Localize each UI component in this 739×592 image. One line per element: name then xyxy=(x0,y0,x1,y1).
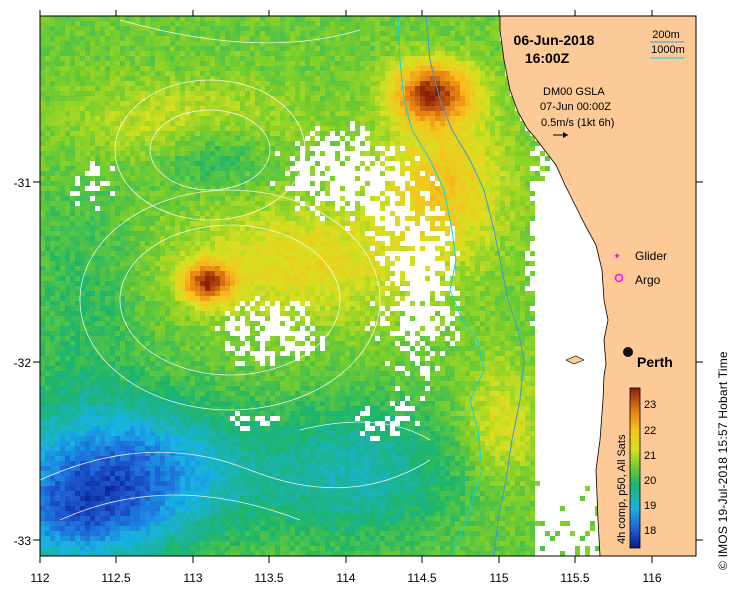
colorbar-tick-22: 22 xyxy=(644,425,656,437)
gsla-date: 07-Jun 00:00Z xyxy=(540,101,611,113)
x-tick-112: 112 xyxy=(30,571,49,585)
gsla-scale: 0.5m/s (1kt 6h) xyxy=(541,117,614,129)
credit-text: © IMOS 19-Jul-2018 15:57 Hobart Time xyxy=(716,351,730,570)
y-tick-minus33: -33 xyxy=(14,534,32,548)
plot-frame xyxy=(39,15,697,557)
x-tick-114: 114 xyxy=(336,571,355,585)
x-tick-labels: 112 112.5 113 113.5 114 114.5 115 115.5 … xyxy=(30,571,661,585)
x-tick-115: 115 xyxy=(489,571,508,585)
colorbar-tick-23: 23 xyxy=(644,399,656,411)
contour-200m xyxy=(425,16,525,556)
colorbar-tick-19: 19 xyxy=(644,500,656,512)
depth-legend-200m: 200m xyxy=(652,29,680,41)
city-label-perth: Perth xyxy=(637,354,673,370)
argo-icon xyxy=(614,273,624,283)
y-tick-labels: -31 -32 -33 xyxy=(14,176,32,548)
x-tick-115-5: 115.5 xyxy=(560,571,589,585)
y-tick-minus32: -32 xyxy=(14,356,32,370)
map-plot-area xyxy=(40,16,696,556)
x-tick-113-5: 113.5 xyxy=(254,571,283,585)
x-tick-114-5: 114.5 xyxy=(407,571,436,585)
colorbar-gradient xyxy=(629,387,641,549)
colorbar-tick-18: 18 xyxy=(644,525,656,537)
glider-icon: ✦ xyxy=(613,251,621,261)
depth-legend-1000m: 1000m xyxy=(651,44,685,56)
gsla-scale-arrow-icon xyxy=(553,132,568,138)
contour-1000m xyxy=(397,16,485,556)
y-tick-minus31: -31 xyxy=(14,176,32,190)
x-tick-113: 113 xyxy=(183,571,202,585)
land-mass xyxy=(499,16,696,556)
map-date: 06-Jun-2018 xyxy=(514,32,595,48)
colorbar: 23 22 21 20 19 18 4h comp, p50, All Sats xyxy=(616,387,656,549)
colorbar-label: 4h comp, p50, All Sats xyxy=(616,434,628,544)
perth-marker xyxy=(623,347,633,357)
colorbar-tick-20: 20 xyxy=(644,475,656,487)
map-time: 16:00Z xyxy=(525,50,570,66)
x-tick-116: 116 xyxy=(642,571,661,585)
y-axis xyxy=(33,181,703,541)
gsla-title: DM00 GSLA xyxy=(543,86,605,98)
rottnest-island xyxy=(565,355,585,365)
legend-glider: Glider xyxy=(635,249,667,263)
gsla-contours xyxy=(40,19,431,521)
x-axis xyxy=(39,10,653,563)
legend-argo: Argo xyxy=(635,273,661,287)
x-tick-112-5: 112.5 xyxy=(101,571,130,585)
colorbar-tick-21: 21 xyxy=(644,450,656,462)
